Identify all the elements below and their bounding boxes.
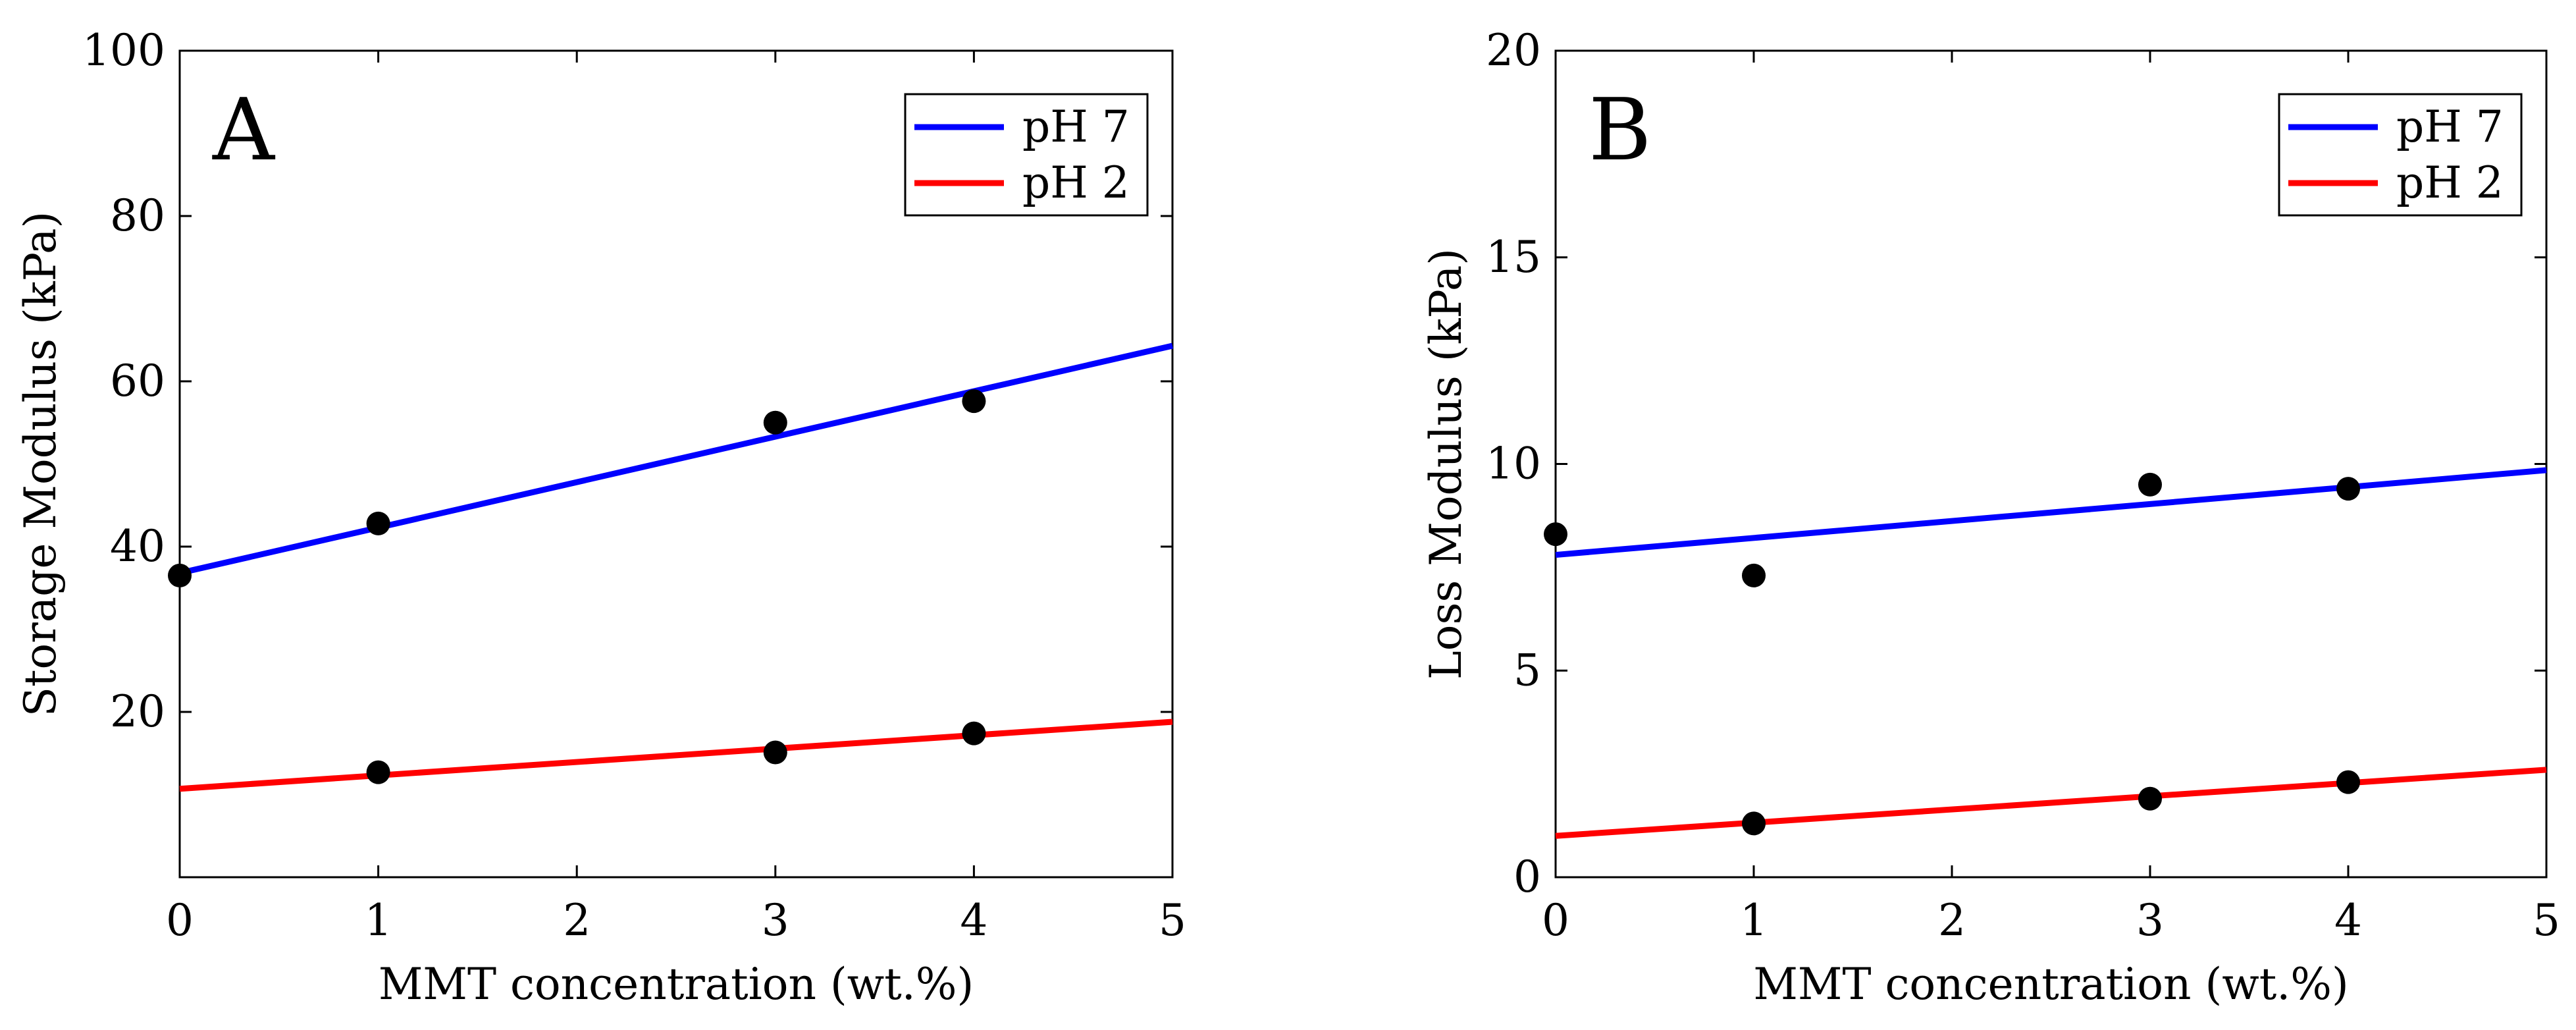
y-axis-label: Loss Modulus (kPa) [1421,248,1471,680]
y-tick-label: 100 [82,25,165,76]
data-point-ph7 [1742,563,1766,587]
legend-label: pH 7 [1022,101,1130,152]
legend-label: pH 2 [1022,157,1130,208]
y-tick-label: 10 [1486,439,1541,489]
x-tick-label: 1 [365,895,392,946]
legend-box [2278,93,2523,217]
y-tick-label: 15 [1486,232,1541,283]
data-point-ph7 [763,410,787,435]
x-tick-label: 3 [2136,895,2164,946]
x-tick-label: 0 [166,895,194,946]
panel-a: 0 1 2 3 4 5 20 40 60 80 100 MMT concentration (wt.%… [15,25,1186,1010]
fit-line-ph2 [179,718,1173,792]
data-point-ph7 [2336,477,2360,501]
y-axis-label: Storage Modulus (kPa) [15,211,66,717]
y-tick-label: 40 [110,521,165,572]
y-tick-label: 80 [110,190,165,241]
data-point-ph2 [2138,786,2162,811]
plot-area-frame [178,49,1174,879]
data-point-ph7 [168,563,192,587]
y-tick-label: 5 [1513,645,1541,695]
x-tick-label: 2 [1938,895,1966,946]
x-tick-label: 4 [960,895,987,946]
x-tick-label: 4 [2334,895,2362,946]
x-tick-label: 0 [1542,895,1569,946]
legend-label: pH 2 [2396,157,2504,208]
data-point-ph7 [1544,522,1567,547]
x-tick-label: 5 [1159,895,1186,946]
data-point-ph7 [2138,472,2162,497]
y-tick-label: 60 [110,356,165,406]
x-tick-label: 2 [563,895,591,946]
x-tick-label: 5 [2533,895,2560,946]
fit-line-ph2 [1555,767,2547,839]
data-point-ph2 [1742,811,1766,836]
data-point-ph2 [366,760,390,784]
y-tick-label: 20 [110,686,165,737]
data-point-ph2 [763,740,787,765]
x-tick-label: 1 [1740,895,1768,946]
panel-letter: A [212,80,276,180]
x-axis-label: MMT concentration (wt.%) [379,959,974,1010]
data-point-ph7 [366,511,390,535]
y-tick-label: 20 [1486,25,1541,76]
legend-box [904,93,1149,217]
x-axis-label: MMT concentration (wt.%) [1753,959,2348,1010]
panel-b: 0 1 2 3 4 5 0 5 10 15 20 MMT concentration (wt.%) Lo… [1421,25,2560,1010]
data-point-ph7 [962,389,986,414]
fit-line-ph7 [178,342,1174,576]
data-point-ph2 [962,721,986,745]
panel-letter: B [1589,80,1652,180]
legend-label: pH 7 [2396,101,2504,152]
y-tick-label: 0 [1513,852,1541,902]
x-tick-label: 3 [762,895,789,946]
fit-line-ph7 [1555,467,2547,558]
data-point-ph2 [2336,770,2360,794]
